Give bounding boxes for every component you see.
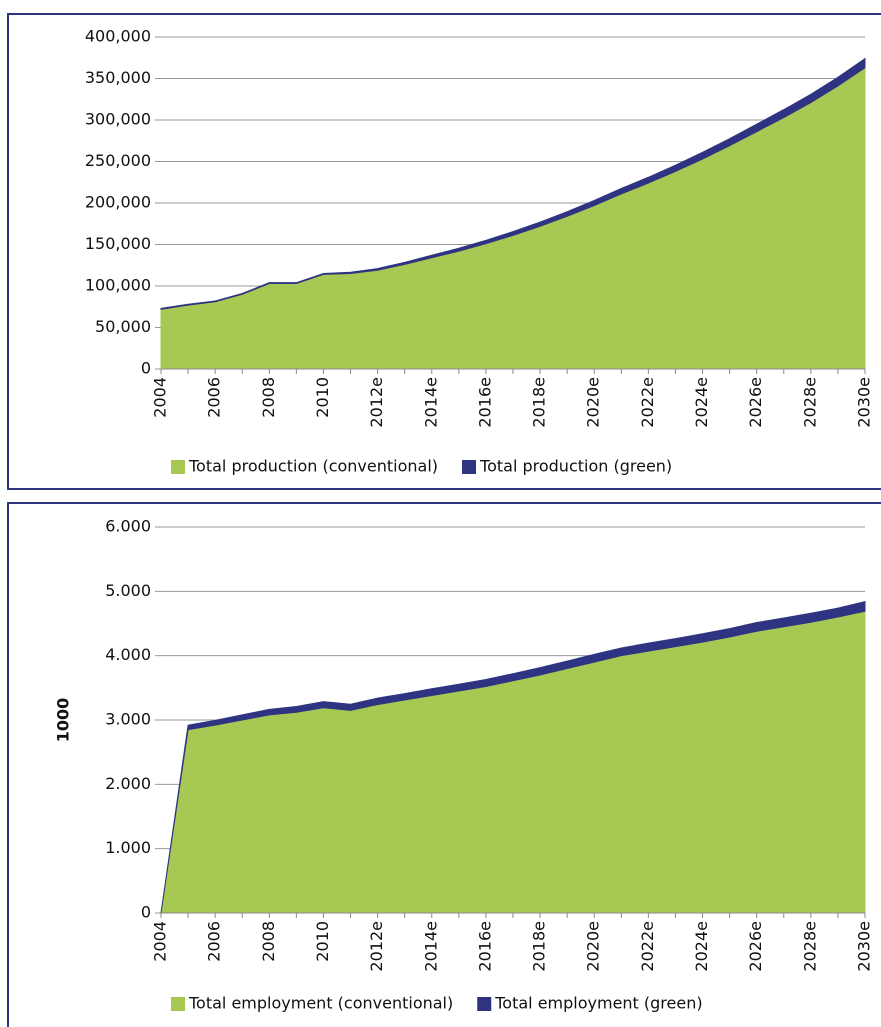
x-tick-label: 2024e [692,921,711,972]
y-tick-label: 0 [141,903,151,922]
area [160,610,866,914]
y-tick-label: 0 [141,359,151,378]
y-tick-label: 6.000 [105,517,151,536]
y-tick-label: 150,000 [85,234,151,253]
y-tick-label: 4.000 [105,645,151,664]
area [160,66,866,370]
y-tick-label: 3.000 [105,710,151,729]
x-tick-label: 2024e [692,377,711,428]
x-tick-label: 2028e [800,377,819,428]
area [160,57,866,310]
x-tick-label: 2028e [800,921,819,972]
x-tick-label: 2022e [638,921,657,972]
panel-frame [7,13,881,490]
y-axis-label: 1000 [54,698,73,743]
x-tick-label: 2010 [313,377,332,418]
x-tick-label: 2004 [151,377,170,418]
legend-swatch [477,997,492,1011]
x-tick-label: 2022e [638,377,657,428]
x-tick-label: 2018e [530,921,549,972]
legend-label: Total production (conventional) [188,457,438,476]
x-tick-label: 2014e [421,377,440,428]
y-tick-label: 250,000 [85,151,151,170]
x-tick-label: 2016e [475,921,494,972]
x-tick-label: 2026e [746,377,765,428]
y-tick-label: 200,000 [85,193,151,212]
x-tick-label: 2008 [259,921,278,962]
x-tick-label: 2026e [746,921,765,972]
x-tick-label: 2030e [855,921,874,972]
y-tick-label: 350,000 [85,68,151,87]
x-tick-label: 2012e [367,377,386,428]
y-tick-label: 2.000 [105,774,151,793]
x-tick-label: 2016e [475,377,494,428]
legend-swatch [462,460,477,474]
x-tick-label: 2004 [151,921,170,962]
x-tick-label: 2030e [855,377,874,428]
x-tick-label: 2006 [205,921,224,962]
y-tick-label: 1.000 [105,838,151,857]
y-tick-label: 5.000 [105,581,151,600]
x-tick-label: 2010 [313,921,332,962]
legend-label: Total production (green) [479,457,672,476]
area [160,600,866,914]
panel-frame [7,502,881,1027]
x-tick-label: 2008 [259,377,278,418]
x-tick-label: 2006 [205,377,224,418]
y-tick-label: 100,000 [85,276,151,295]
x-tick-label: 2020e [584,921,603,972]
legend-label: Total employment (green) [494,994,702,1013]
y-tick-label: 300,000 [85,110,151,129]
x-tick-label: 2020e [584,377,603,428]
y-tick-label: 400,000 [85,27,151,46]
x-tick-label: 2014e [421,921,440,972]
x-tick-label: 2012e [367,921,386,972]
x-tick-label: 2018e [530,377,549,428]
y-tick-label: 50,000 [95,317,151,336]
legend-swatch [171,460,185,474]
legend-label: Total employment (conventional) [188,994,453,1013]
legend-swatch [171,997,185,1011]
